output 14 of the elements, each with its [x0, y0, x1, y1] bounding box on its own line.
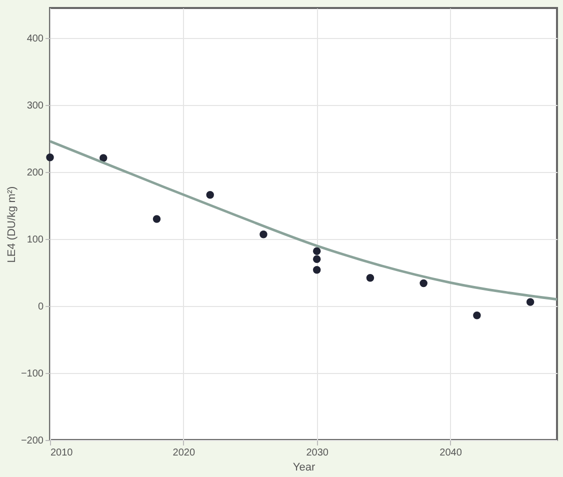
x-tick-label: 2030: [306, 448, 329, 458]
y-tick-label: 200: [26, 168, 44, 179]
line-series: [48, 140, 558, 301]
y-tick-label: 300: [26, 100, 44, 112]
x-tick-label: 2040: [440, 448, 462, 458]
y-tick-label: 0: [38, 302, 44, 313]
y-tick-label: −200: [20, 436, 44, 446]
x-axis-title: Year: [292, 462, 316, 474]
x-tick-label: 2020: [172, 448, 196, 458]
x-tick-label: 2010: [50, 448, 74, 458]
y-tick-label: 100: [26, 234, 44, 246]
y-tick-label: 400: [26, 34, 44, 45]
y-axis-title: LE4 (DU/kg m²): [6, 186, 18, 263]
y-tick-label: −100: [20, 368, 44, 380]
